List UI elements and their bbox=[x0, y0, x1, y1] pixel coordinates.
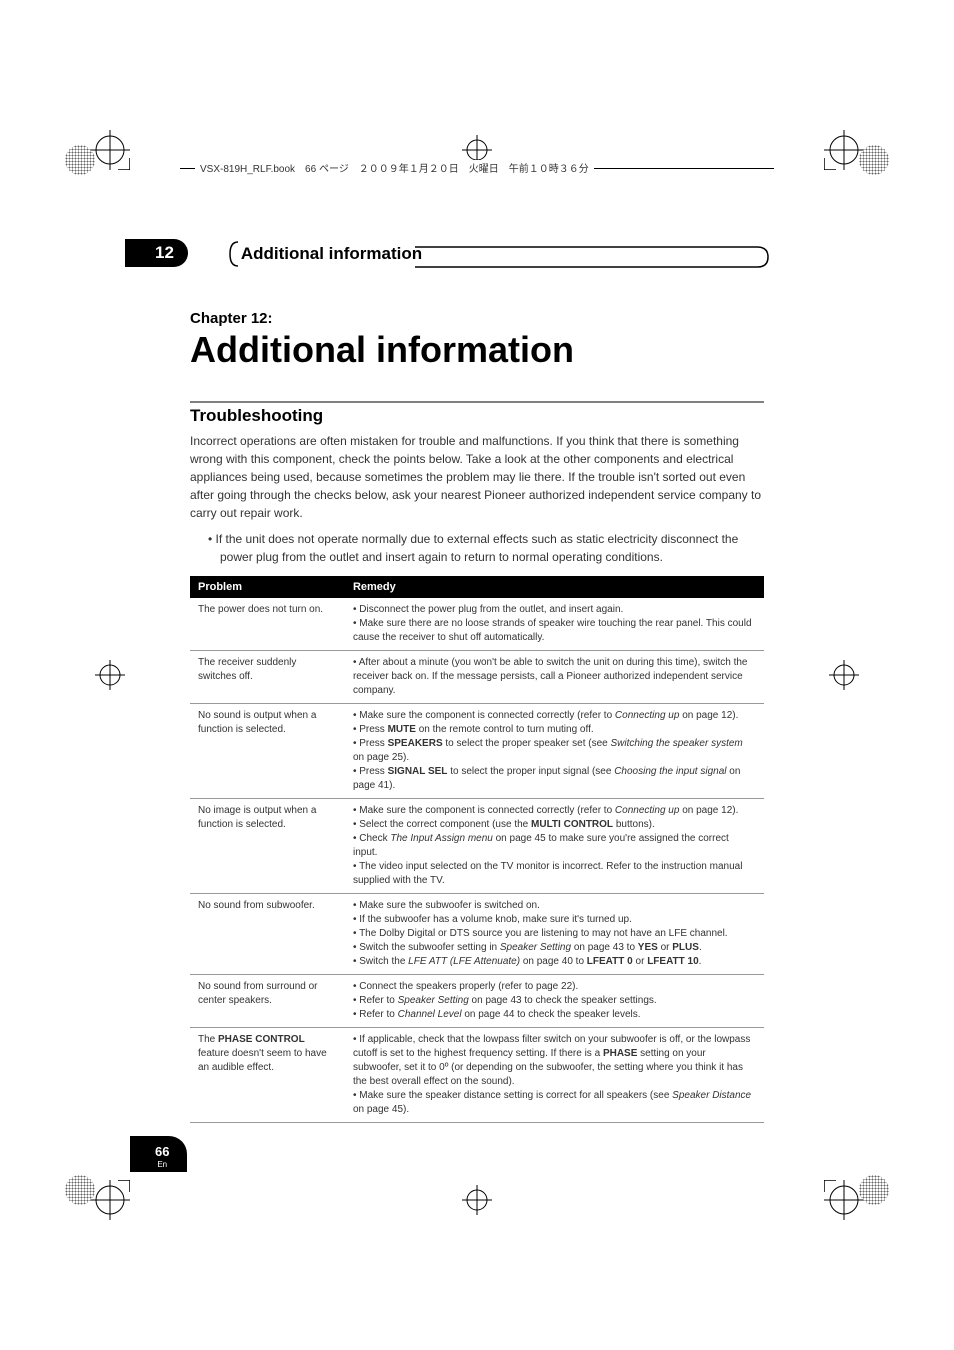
remedy-cell: • Make sure the component is connected c… bbox=[345, 799, 764, 894]
crop-mark-bottom-right bbox=[824, 1180, 864, 1220]
table-row: No image is output when a function is se… bbox=[190, 799, 764, 894]
bullet-paragraph: • If the unit does not operate normally … bbox=[190, 530, 764, 566]
remedy-cell: • Make sure the subwoofer is switched on… bbox=[345, 894, 764, 975]
crop-mark-top-left bbox=[90, 130, 130, 170]
remedy-cell: • Make sure the component is connected c… bbox=[345, 704, 764, 799]
remedy-cell: • If applicable, check that the lowpass … bbox=[345, 1028, 764, 1123]
chapter-number-badge: 12 bbox=[125, 239, 188, 267]
troubleshooting-table: Problem Remedy The power does not turn o… bbox=[190, 576, 764, 1123]
table-header-problem: Problem bbox=[190, 576, 345, 598]
section-header: Troubleshooting bbox=[190, 401, 764, 426]
chapter-header-line bbox=[415, 246, 769, 268]
chapter-header-title: Additional information bbox=[241, 244, 422, 264]
registration-mark-bottom bbox=[462, 1185, 492, 1215]
bracket-icon bbox=[228, 241, 240, 267]
grain-circle-icon bbox=[65, 145, 95, 175]
grain-circle-icon bbox=[859, 145, 889, 175]
page-footer: 66 En bbox=[155, 1136, 212, 1172]
document-header-text: VSX-819H_RLF.book 66 ページ ２００９年１月２０日 火曜日 … bbox=[195, 160, 594, 175]
problem-cell: The power does not turn on. bbox=[190, 598, 345, 651]
table-header-remedy: Remedy bbox=[345, 576, 764, 598]
problem-cell: The PHASE CONTROL feature doesn't seem t… bbox=[190, 1028, 345, 1123]
problem-cell: No sound is output when a function is se… bbox=[190, 704, 345, 799]
page-number: 66 bbox=[155, 1144, 169, 1159]
section-title: Troubleshooting bbox=[190, 406, 764, 426]
remedy-cell: • After about a minute (you won't be abl… bbox=[345, 651, 764, 704]
intro-paragraph: Incorrect operations are often mistaken … bbox=[190, 432, 764, 522]
page-language: En bbox=[155, 1160, 169, 1169]
registration-mark-right bbox=[829, 660, 859, 690]
crop-mark-bottom-left bbox=[90, 1180, 130, 1220]
table-row: The power does not turn on.• Disconnect … bbox=[190, 598, 764, 651]
remedy-cell: • Disconnect the power plug from the out… bbox=[345, 598, 764, 651]
chapter-label: Chapter 12: bbox=[190, 310, 764, 327]
table-row: No sound is output when a function is se… bbox=[190, 704, 764, 799]
page-content: Chapter 12: Additional information Troub… bbox=[190, 310, 764, 1123]
page-number-badge: 66 En bbox=[130, 1136, 187, 1172]
table-row: The receiver suddenly switches off.• Aft… bbox=[190, 651, 764, 704]
problem-cell: The receiver suddenly switches off. bbox=[190, 651, 345, 704]
remedy-cell: • Connect the speakers properly (refer t… bbox=[345, 975, 764, 1028]
table-row: The PHASE CONTROL feature doesn't seem t… bbox=[190, 1028, 764, 1123]
grain-circle-icon bbox=[65, 1175, 95, 1205]
table-row: No sound from subwoofer.• Make sure the … bbox=[190, 894, 764, 975]
problem-cell: No sound from surround or center speaker… bbox=[190, 975, 345, 1028]
page-title: Additional information bbox=[190, 329, 764, 371]
problem-cell: No image is output when a function is se… bbox=[190, 799, 345, 894]
grain-circle-icon bbox=[859, 1175, 889, 1205]
problem-cell: No sound from subwoofer. bbox=[190, 894, 345, 975]
table-row: No sound from surround or center speaker… bbox=[190, 975, 764, 1028]
registration-mark-left bbox=[95, 660, 125, 690]
crop-mark-top-right bbox=[824, 130, 864, 170]
